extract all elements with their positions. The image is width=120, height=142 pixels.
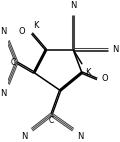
- Text: N: N: [21, 132, 28, 141]
- Text: O: O: [18, 28, 25, 36]
- Text: N: N: [70, 1, 76, 10]
- Text: N: N: [0, 27, 7, 36]
- Text: C: C: [49, 116, 54, 125]
- Text: O: O: [101, 74, 108, 83]
- Text: C: C: [10, 58, 16, 67]
- Text: K: K: [85, 68, 91, 77]
- Text: N: N: [0, 89, 7, 98]
- Text: N: N: [112, 45, 119, 54]
- Text: N: N: [78, 132, 84, 141]
- Text: K: K: [33, 21, 39, 30]
